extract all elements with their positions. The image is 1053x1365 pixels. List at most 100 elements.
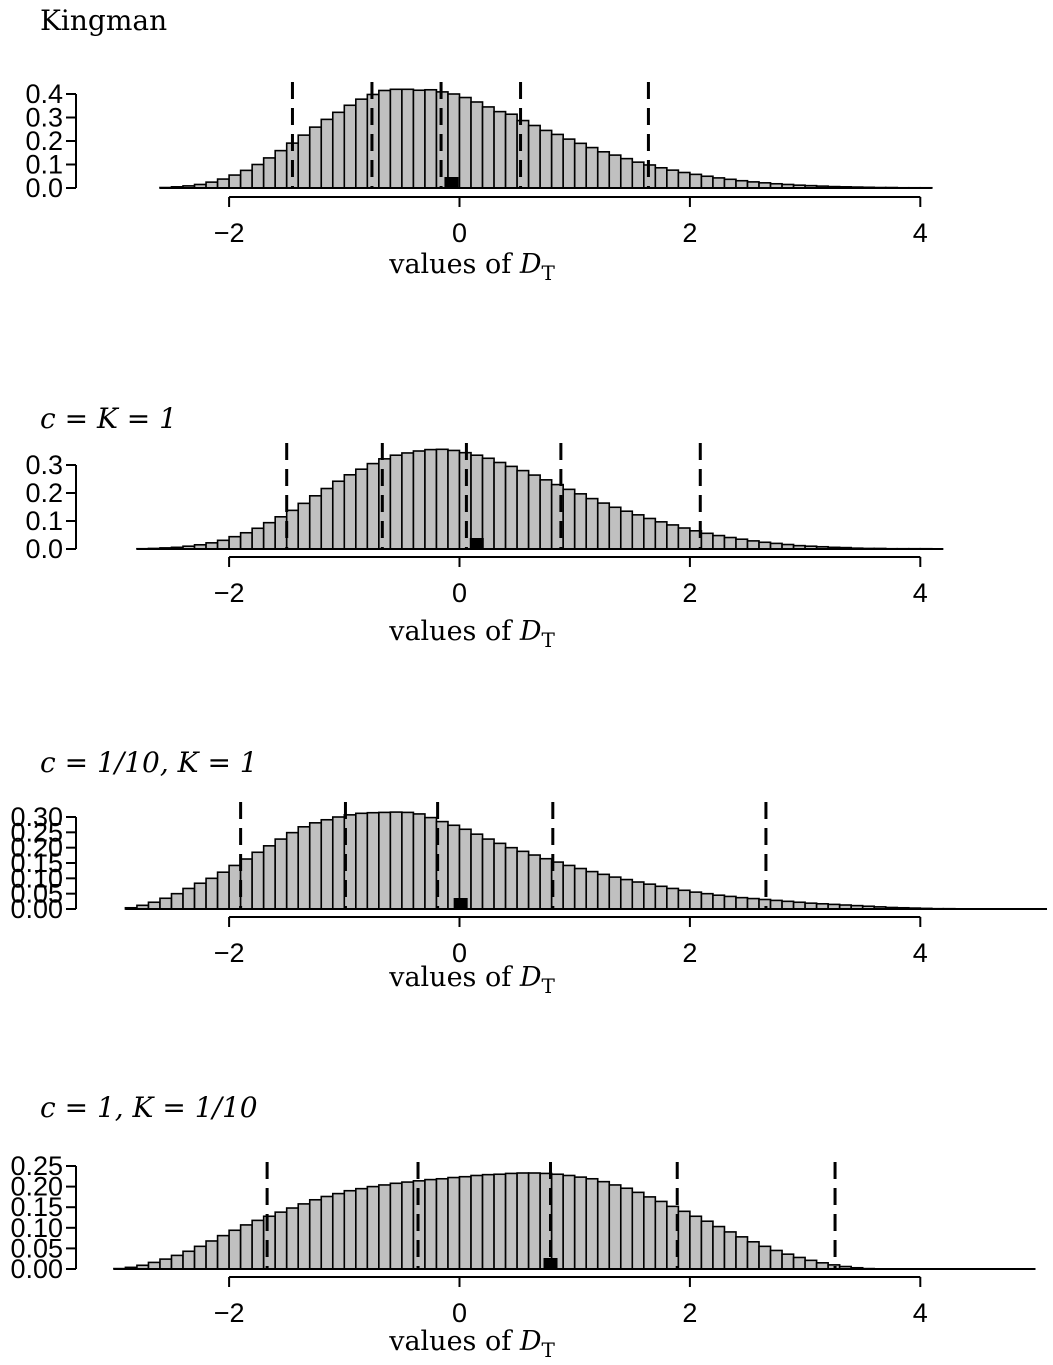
histogram-bar	[424, 1178, 438, 1270]
histogram-bar	[562, 864, 576, 910]
y-tick-label: 0.30	[10, 802, 63, 832]
histogram-bar	[308, 494, 323, 550]
histogram-bar	[308, 1198, 323, 1270]
histogram-bar	[516, 119, 530, 189]
histogram-bar	[297, 1203, 311, 1270]
histogram-bar	[401, 452, 415, 550]
histogram-bar	[758, 1245, 772, 1270]
histogram-bar	[297, 134, 311, 189]
histogram-bar	[504, 465, 518, 550]
histogram-bar	[331, 111, 346, 189]
histogram-bar	[654, 885, 668, 910]
histogram-bar	[308, 126, 323, 189]
histogram-bar	[781, 1253, 795, 1270]
histogram-bar	[619, 878, 634, 910]
histogram-bar	[654, 1200, 668, 1270]
histogram-bar	[481, 1173, 495, 1270]
histogram-bar	[182, 887, 196, 910]
histogram-bar	[285, 1207, 300, 1270]
y-tick-label: 0.3	[25, 450, 63, 480]
histogram-bar	[735, 538, 749, 550]
y-tick-label: 0.05	[10, 1233, 63, 1263]
histogram-bar	[320, 1195, 334, 1270]
y-axis: 0.00.10.20.3	[25, 450, 77, 564]
histogram-bar	[320, 487, 334, 550]
observed-marker	[469, 538, 484, 549]
histogram-bar	[804, 1259, 818, 1270]
histogram-bar	[608, 154, 622, 189]
y-tick-label: 0.10	[10, 1213, 63, 1243]
histogram-bar	[262, 1215, 276, 1270]
x-tick-label: 2	[682, 578, 697, 608]
histogram-bar	[712, 177, 726, 189]
x-tick-label: 4	[913, 218, 928, 248]
histogram-bar	[378, 1184, 392, 1270]
panel-c-1-k-tenth: c = 1, K = 1/10 0.000.050.100.150.200.25…	[10, 1091, 1036, 1362]
histogram-bar	[274, 838, 288, 910]
histogram-bar	[458, 1175, 472, 1270]
histogram-bar	[424, 88, 438, 189]
histogram-bar	[769, 1249, 783, 1270]
histogram-bar	[792, 1256, 806, 1270]
histogram-bar	[585, 1177, 599, 1270]
histogram-bar	[689, 891, 703, 910]
histogram-bar	[343, 104, 357, 189]
histogram-bar	[435, 1177, 449, 1270]
histogram-bar	[378, 89, 392, 189]
y-tick-label: 0.4	[25, 79, 63, 109]
y-tick-label: 0.2	[25, 126, 63, 156]
histogram-bar	[389, 88, 403, 189]
histogram-bar	[550, 133, 564, 189]
panel-title: c = 1/10, K = 1	[40, 746, 258, 779]
histogram-bar	[585, 497, 599, 550]
histogram-bar	[493, 1173, 507, 1270]
histogram-bar	[712, 534, 726, 550]
histogram-bar	[631, 514, 645, 550]
histogram-bar	[435, 448, 449, 550]
histogram-bar	[216, 871, 230, 910]
histogram-bar	[216, 539, 230, 550]
histogram-bar	[343, 1189, 357, 1270]
histogram-bar	[297, 826, 311, 910]
histogram-bar	[366, 811, 380, 910]
histogram-bar	[608, 876, 622, 910]
histogram-bar	[401, 1181, 415, 1270]
histogram-bar	[631, 161, 645, 189]
histogram-bar	[274, 515, 288, 550]
histogram-bar	[654, 521, 668, 550]
x-axis-label: values of DT	[388, 616, 555, 652]
histogram-bar	[447, 93, 461, 189]
histogram-bar	[239, 858, 253, 910]
y-tick-label: 0.00	[10, 1254, 63, 1284]
y-tick-label: 0.00	[10, 894, 63, 924]
y-tick-label: 0.3	[25, 103, 63, 133]
histogram-bar	[355, 812, 369, 910]
x-axis: −2 0 2 4	[214, 196, 928, 248]
histogram-bar	[262, 521, 276, 550]
histogram-bar	[596, 151, 611, 189]
histogram-bar	[401, 811, 415, 910]
panel-c-tenth-k-1: c = 1/10, K = 1 0.000.050.100.150.200.25…	[10, 746, 1048, 998]
x-tick-label: −2	[214, 218, 245, 248]
histogram-bar	[343, 473, 357, 550]
histogram-bar	[758, 541, 772, 550]
y-tick-label: 0.25	[10, 817, 63, 847]
histogram-bar	[746, 897, 760, 910]
histogram-bar	[700, 175, 714, 189]
histogram-bar	[666, 887, 680, 910]
histogram-bar	[228, 1229, 242, 1270]
y-tick-label: 0.15	[10, 1192, 63, 1222]
histogram-bar	[274, 1211, 288, 1270]
histogram-bar	[239, 169, 253, 189]
panel-c-k-1: c = K = 1 0.00.10.20.3 −2 0 2 4 values of D…	[25, 402, 944, 652]
histogram-bar	[573, 867, 588, 910]
x-axis-label: values of DT	[388, 1326, 555, 1362]
histogram-bar	[539, 857, 553, 910]
y-tick-label: 0.05	[10, 879, 63, 909]
histogram-bar	[619, 157, 634, 189]
x-tick-label: 0	[452, 938, 467, 968]
observed-marker	[453, 898, 468, 909]
histogram-bar	[516, 850, 530, 910]
histogram-bar	[504, 113, 518, 189]
